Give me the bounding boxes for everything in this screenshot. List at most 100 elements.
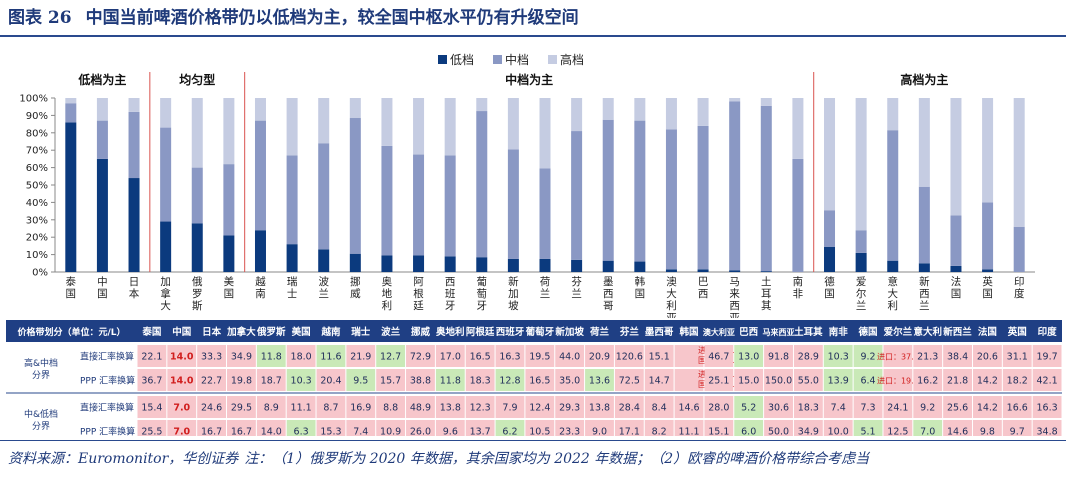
bar-segment <box>729 270 741 272</box>
table-cell-value: 7.3 <box>860 403 875 414</box>
table-cell <box>227 420 256 436</box>
bar-segment <box>760 105 772 272</box>
bar-segment <box>349 98 361 119</box>
table-cell <box>734 420 764 436</box>
table-cell-value: 25.5 <box>141 427 162 437</box>
table-cell-value: 30.6 <box>768 403 789 414</box>
table-column-header: 南非 <box>829 326 849 338</box>
x-tick-label: 利 <box>887 300 898 312</box>
table-cell-value: 12.8 <box>499 376 520 387</box>
table-cell <box>883 369 913 391</box>
table-cell <box>644 345 674 367</box>
table-cell-value: 6.2 <box>502 427 517 437</box>
table-cell-value: 15.4 <box>141 403 162 414</box>
x-tick-label: 班 <box>445 288 456 300</box>
bar-segment <box>96 120 108 159</box>
bar-segment <box>160 127 172 222</box>
legend-swatch <box>493 55 502 64</box>
table-cell-value: 19.8 <box>231 376 252 387</box>
table-cell <box>1002 369 1032 391</box>
x-tick-label: 尔 <box>856 287 867 300</box>
table-cell <box>793 345 823 367</box>
bar-segment <box>349 118 361 254</box>
table-cell-value: 18.2 <box>1007 376 1028 387</box>
x-tick-label: 国 <box>951 288 962 300</box>
legend-label: 中档 <box>505 52 529 67</box>
bar-segment <box>444 98 456 156</box>
bar-segment <box>65 98 77 104</box>
table-header-bg <box>6 320 1062 342</box>
table-cell <box>853 345 883 367</box>
table-cell-value: 91.8 <box>768 352 789 363</box>
table-cell <box>555 396 585 418</box>
table-cell-value: 26.0 <box>410 427 431 437</box>
table-cell-value: 72.5 <box>619 376 640 387</box>
table-cell-value: 10.5 <box>529 427 550 437</box>
table-cell <box>674 396 704 418</box>
x-tick-label: 英 <box>982 275 993 288</box>
table-cell <box>286 345 316 367</box>
table-cell <box>972 396 1002 418</box>
x-tick-label: 斯 <box>192 299 203 312</box>
table-cell <box>167 345 197 367</box>
bar-segment <box>160 98 172 128</box>
table-cell-value: 12.4 <box>529 403 550 414</box>
y-tick-label: 80% <box>26 128 48 139</box>
table-cell <box>614 420 644 436</box>
bar-segment <box>697 269 709 272</box>
bar-segment <box>381 255 393 272</box>
table-cell <box>346 420 376 436</box>
table-cell-value: 18.3 <box>798 403 819 414</box>
x-tick-label: 西 <box>729 300 740 312</box>
table-column-header: 中国 <box>172 326 191 338</box>
table-cell-value: 28.9 <box>798 352 819 363</box>
table-cell-value: 16.6 <box>1007 403 1028 414</box>
stacked-bar-chart: 0% 10% 20% 30% 40% 50% 60% 70% 80% 90% 100% 低档 中档 高档低… <box>19 52 1035 318</box>
bar-segment <box>413 255 425 272</box>
x-tick-label: 日 <box>129 276 140 288</box>
table-row-label: 直接汇率换算 <box>80 402 134 414</box>
x-tick-label: 大 <box>666 287 677 300</box>
y-tick-label: 100% <box>19 94 48 105</box>
table-cell <box>197 420 227 436</box>
table-column-header: 意大利 <box>913 326 942 338</box>
table-cell <box>674 345 704 367</box>
table-cell <box>1032 369 1062 391</box>
bar-segment <box>665 129 677 270</box>
bar-segment <box>507 149 519 259</box>
table-group-label: 分界 <box>32 421 50 432</box>
table-cell <box>883 420 913 436</box>
source-divider <box>0 440 1066 441</box>
bar-segment <box>729 101 741 271</box>
table-cell <box>793 369 823 391</box>
table-cell-value: 9.6 <box>443 427 458 437</box>
table-cell <box>227 345 256 367</box>
bar-segment <box>571 259 583 272</box>
table-cell <box>465 396 495 418</box>
bar-segment <box>286 155 298 245</box>
bar-segment <box>476 98 488 112</box>
table-cell <box>227 369 256 391</box>
table-cell-value: 16.7 <box>231 427 252 437</box>
table-cell-value: 12.5 <box>887 427 908 437</box>
table-cell-value: 12.3 <box>470 403 491 414</box>
table-cell-value: 6.4 <box>860 376 875 387</box>
bar-segment <box>254 120 266 231</box>
table-cell-value: 11.8 <box>440 376 461 387</box>
table-cell <box>1002 396 1032 418</box>
table-cell-value: 7.0 <box>173 427 190 437</box>
table-cell-value: 7.4 <box>353 427 368 437</box>
table-cell-value: 18.0 <box>291 352 312 363</box>
bar-segment <box>982 98 994 203</box>
table-cell-value: 6.3 <box>294 427 309 437</box>
table-cell-value: 15.0 <box>738 376 759 387</box>
table-cell-value: 9.5 <box>353 376 368 387</box>
table-cell-value: 15.3 <box>320 427 341 437</box>
table-cell <box>346 369 376 391</box>
table-cell <box>495 420 525 436</box>
table-cell <box>913 420 943 436</box>
group-label: 低档为主 <box>77 72 126 87</box>
x-tick-label: 本 <box>129 287 140 300</box>
bar-segment <box>381 145 393 256</box>
x-tick-label: 挪 <box>350 275 361 288</box>
